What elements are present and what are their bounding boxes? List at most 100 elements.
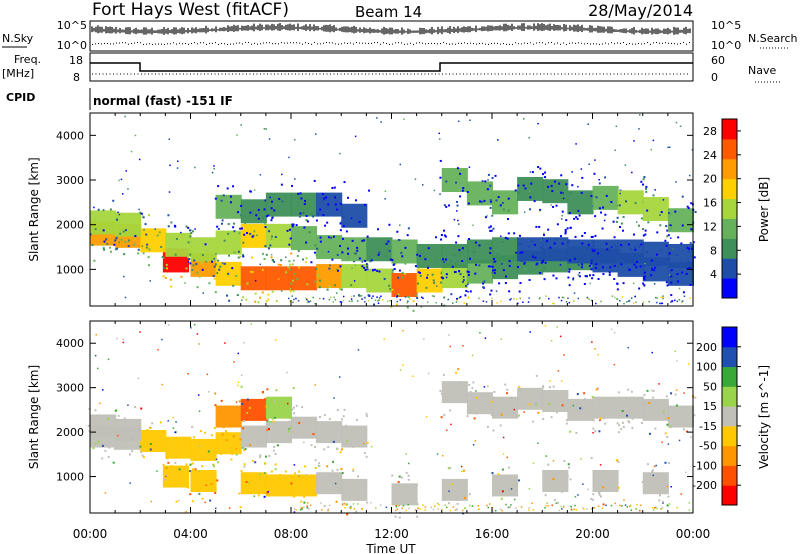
speckle — [127, 245, 130, 248]
cpid-label: CPID — [6, 91, 35, 104]
speckle — [551, 190, 554, 193]
clutter-dot — [417, 507, 419, 509]
speckle — [264, 455, 267, 458]
speckle — [677, 236, 680, 239]
speckle — [264, 226, 267, 229]
clutter-dot — [634, 295, 637, 298]
noise-dot — [202, 292, 205, 294]
noise-dot — [116, 337, 118, 340]
speckle — [393, 267, 396, 270]
noise-dot — [651, 389, 653, 392]
noise-dot — [670, 224, 672, 227]
speckle — [508, 489, 511, 492]
speckle — [613, 236, 616, 239]
noise-dot — [187, 261, 190, 263]
clutter-dot — [496, 302, 498, 304]
noise-dot — [122, 341, 125, 344]
clutter-dot — [361, 508, 363, 511]
noise-dot — [668, 274, 671, 276]
clutter-dot — [364, 301, 366, 303]
range-gate-cell — [667, 208, 694, 233]
speckle — [595, 196, 598, 199]
speckle — [291, 263, 294, 266]
speckle — [601, 266, 604, 269]
speckle — [581, 176, 584, 179]
speckle — [147, 214, 150, 217]
speckle — [500, 413, 503, 416]
search-noise-sample — [668, 42, 669, 44]
speckle — [450, 483, 453, 486]
noise-dot — [198, 470, 201, 473]
speckle — [547, 185, 550, 188]
speckle — [162, 275, 165, 278]
speckle — [546, 484, 549, 487]
speckle — [524, 403, 527, 406]
speckle — [584, 275, 587, 278]
noise-dot — [322, 200, 325, 202]
clutter-dot — [396, 300, 399, 303]
noise-dot — [242, 447, 244, 449]
noise-dot — [127, 188, 129, 190]
noise-dot — [552, 460, 555, 462]
speckle — [327, 236, 330, 239]
noise-dot — [543, 232, 545, 235]
noise-dot — [528, 137, 530, 139]
speckle — [455, 241, 458, 244]
speckle — [443, 204, 446, 207]
clutter-dot — [461, 509, 464, 512]
noise-dot — [479, 332, 481, 334]
speckle — [608, 271, 611, 274]
search-noise-sample — [551, 42, 552, 44]
noise-dot — [486, 215, 488, 217]
search-noise-sample — [494, 42, 495, 44]
noise-dot — [351, 267, 353, 270]
x-tick-label: 16:00 — [475, 527, 510, 541]
speckle — [395, 303, 398, 306]
speckle — [419, 271, 422, 274]
speckle — [596, 387, 599, 390]
speckle — [646, 463, 649, 466]
speckle — [263, 257, 266, 260]
speckle — [352, 445, 355, 448]
noise-dot — [402, 364, 404, 366]
clutter-dot — [295, 297, 297, 300]
speckle — [489, 184, 492, 187]
noise-dot — [550, 339, 553, 342]
clutter-dot — [352, 503, 355, 505]
speckle — [237, 250, 240, 253]
noise-dot — [561, 214, 563, 217]
speckle — [350, 284, 353, 287]
speckle — [529, 208, 532, 211]
noise-dot — [561, 508, 563, 510]
clutter-dot — [297, 300, 300, 302]
speckle — [674, 405, 677, 408]
speckle — [564, 230, 567, 233]
noise-dot — [523, 411, 525, 413]
speckle — [187, 486, 190, 489]
noise-dot — [259, 174, 262, 176]
speckle — [509, 405, 512, 408]
speckle — [523, 261, 526, 264]
noise-dot — [198, 343, 200, 345]
speckle — [225, 439, 228, 442]
freq-unit: [MHz] — [2, 67, 34, 80]
speckle — [398, 475, 401, 478]
speckle — [592, 274, 595, 277]
speckle — [481, 180, 484, 183]
clutter-dot — [501, 509, 503, 512]
speckle — [442, 373, 445, 376]
speckle — [162, 463, 165, 466]
colorbar-frame — [721, 118, 738, 299]
speckle — [184, 443, 187, 446]
speckle — [432, 279, 435, 282]
speckle — [165, 263, 168, 266]
speckle — [401, 271, 404, 274]
speckle — [460, 398, 463, 401]
noise-dot — [162, 449, 165, 451]
speckle — [604, 176, 607, 179]
speckle — [245, 298, 248, 301]
speckle — [244, 448, 247, 451]
speckle — [160, 245, 163, 248]
speckle — [568, 212, 571, 215]
range-gate-cell — [215, 432, 242, 455]
